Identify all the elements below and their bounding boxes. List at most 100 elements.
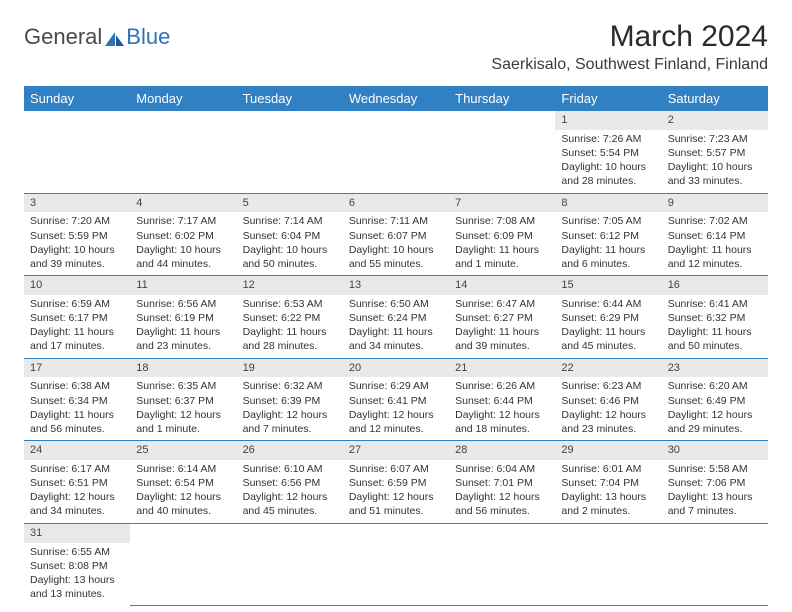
day-content-cell: Sunrise: 7:20 AMSunset: 5:59 PMDaylight:… (24, 212, 130, 275)
day-content-cell: Sunrise: 6:38 AMSunset: 6:34 PMDaylight:… (24, 377, 130, 440)
sunrise-line: Sunrise: 6:50 AM (349, 297, 443, 311)
day-number-cell: 20 (343, 358, 449, 377)
weekday-header: Friday (555, 86, 661, 111)
day-content-cell (449, 543, 555, 606)
day-content-cell: Sunrise: 6:23 AMSunset: 6:46 PMDaylight:… (555, 377, 661, 440)
day-content-cell: Sunrise: 6:44 AMSunset: 6:29 PMDaylight:… (555, 295, 661, 358)
day-number-cell: 22 (555, 358, 661, 377)
day-content-cell: Sunrise: 7:11 AMSunset: 6:07 PMDaylight:… (343, 212, 449, 275)
sunset-line: Sunset: 6:54 PM (136, 476, 230, 490)
day-number-row: 24252627282930 (24, 441, 768, 460)
daylight-line: Daylight: 12 hours and 56 minutes. (455, 490, 549, 518)
day-number-cell: 30 (662, 441, 768, 460)
day-content-cell: Sunrise: 6:26 AMSunset: 6:44 PMDaylight:… (449, 377, 555, 440)
day-number-cell: 1 (555, 111, 661, 130)
day-content-cell (555, 543, 661, 606)
location: Saerkisalo, Southwest Finland, Finland (491, 56, 768, 74)
sunset-line: Sunset: 6:27 PM (455, 311, 549, 325)
weekday-header: Monday (130, 86, 236, 111)
daylight-line: Daylight: 12 hours and 1 minute. (136, 408, 230, 436)
day-content-row: Sunrise: 6:59 AMSunset: 6:17 PMDaylight:… (24, 295, 768, 358)
sunset-line: Sunset: 6:22 PM (243, 311, 337, 325)
day-number-cell: 18 (130, 358, 236, 377)
day-content-cell: Sunrise: 6:29 AMSunset: 6:41 PMDaylight:… (343, 377, 449, 440)
daylight-line: Daylight: 10 hours and 28 minutes. (561, 160, 655, 188)
sunset-line: Sunset: 5:54 PM (561, 146, 655, 160)
day-content-row: Sunrise: 6:38 AMSunset: 6:34 PMDaylight:… (24, 377, 768, 440)
day-content-cell: Sunrise: 7:08 AMSunset: 6:09 PMDaylight:… (449, 212, 555, 275)
day-number-cell: 6 (343, 193, 449, 212)
daylight-line: Daylight: 12 hours and 40 minutes. (136, 490, 230, 518)
sunset-line: Sunset: 6:39 PM (243, 394, 337, 408)
day-content-cell: Sunrise: 6:10 AMSunset: 6:56 PMDaylight:… (237, 460, 343, 523)
day-number-cell: 15 (555, 276, 661, 295)
day-number-cell: 8 (555, 193, 661, 212)
day-content-cell: Sunrise: 6:41 AMSunset: 6:32 PMDaylight:… (662, 295, 768, 358)
day-content-cell: Sunrise: 7:26 AMSunset: 5:54 PMDaylight:… (555, 130, 661, 193)
day-content-cell: Sunrise: 6:01 AMSunset: 7:04 PMDaylight:… (555, 460, 661, 523)
day-content-cell: Sunrise: 5:58 AMSunset: 7:06 PMDaylight:… (662, 460, 768, 523)
daylight-line: Daylight: 11 hours and 39 minutes. (455, 325, 549, 353)
sunrise-line: Sunrise: 6:56 AM (136, 297, 230, 311)
day-content-cell (449, 130, 555, 193)
day-content-cell: Sunrise: 6:47 AMSunset: 6:27 PMDaylight:… (449, 295, 555, 358)
day-number-cell: 31 (24, 523, 130, 542)
sunrise-line: Sunrise: 7:08 AM (455, 214, 549, 228)
day-content-row: Sunrise: 7:26 AMSunset: 5:54 PMDaylight:… (24, 130, 768, 193)
day-number-cell: 27 (343, 441, 449, 460)
sunrise-line: Sunrise: 7:23 AM (668, 132, 762, 146)
day-number-cell: 16 (662, 276, 768, 295)
sunrise-line: Sunrise: 6:38 AM (30, 379, 124, 393)
weekday-header: Wednesday (343, 86, 449, 111)
sunrise-line: Sunrise: 6:26 AM (455, 379, 549, 393)
sunrise-line: Sunrise: 6:32 AM (243, 379, 337, 393)
day-number-cell (343, 523, 449, 542)
day-content-row: Sunrise: 7:20 AMSunset: 5:59 PMDaylight:… (24, 212, 768, 275)
day-number-cell: 2 (662, 111, 768, 130)
day-number-cell: 11 (130, 276, 236, 295)
day-number-cell: 25 (130, 441, 236, 460)
sunrise-line: Sunrise: 6:10 AM (243, 462, 337, 476)
day-number-cell: 26 (237, 441, 343, 460)
daylight-line: Daylight: 11 hours and 12 minutes. (668, 243, 762, 271)
sunset-line: Sunset: 6:56 PM (243, 476, 337, 490)
weekday-header-row: SundayMondayTuesdayWednesdayThursdayFrid… (24, 86, 768, 111)
daylight-line: Daylight: 11 hours and 45 minutes. (561, 325, 655, 353)
sunset-line: Sunset: 6:49 PM (668, 394, 762, 408)
day-number-cell: 4 (130, 193, 236, 212)
sunrise-line: Sunrise: 6:14 AM (136, 462, 230, 476)
sunset-line: Sunset: 5:57 PM (668, 146, 762, 160)
sunrise-line: Sunrise: 7:14 AM (243, 214, 337, 228)
daylight-line: Daylight: 12 hours and 34 minutes. (30, 490, 124, 518)
sunset-line: Sunset: 6:12 PM (561, 229, 655, 243)
sunset-line: Sunset: 6:29 PM (561, 311, 655, 325)
sunset-line: Sunset: 8:08 PM (30, 559, 124, 573)
daylight-line: Daylight: 12 hours and 18 minutes. (455, 408, 549, 436)
day-number-cell: 14 (449, 276, 555, 295)
day-content-cell: Sunrise: 7:17 AMSunset: 6:02 PMDaylight:… (130, 212, 236, 275)
daylight-line: Daylight: 12 hours and 45 minutes. (243, 490, 337, 518)
day-number-cell (343, 111, 449, 130)
day-number-row: 12 (24, 111, 768, 130)
sunset-line: Sunset: 6:44 PM (455, 394, 549, 408)
day-number-cell: 13 (343, 276, 449, 295)
day-number-row: 3456789 (24, 193, 768, 212)
day-number-row: 17181920212223 (24, 358, 768, 377)
sunrise-line: Sunrise: 6:04 AM (455, 462, 549, 476)
day-number-cell (555, 523, 661, 542)
sunset-line: Sunset: 6:04 PM (243, 229, 337, 243)
day-content-cell: Sunrise: 7:14 AMSunset: 6:04 PMDaylight:… (237, 212, 343, 275)
sunset-line: Sunset: 7:04 PM (561, 476, 655, 490)
sunset-line: Sunset: 6:14 PM (668, 229, 762, 243)
sunrise-line: Sunrise: 6:53 AM (243, 297, 337, 311)
sunset-line: Sunset: 6:09 PM (455, 229, 549, 243)
day-content-cell (343, 130, 449, 193)
sunset-line: Sunset: 6:37 PM (136, 394, 230, 408)
daylight-line: Daylight: 12 hours and 29 minutes. (668, 408, 762, 436)
day-content-cell: Sunrise: 6:07 AMSunset: 6:59 PMDaylight:… (343, 460, 449, 523)
sunset-line: Sunset: 6:07 PM (349, 229, 443, 243)
day-number-cell: 7 (449, 193, 555, 212)
daylight-line: Daylight: 12 hours and 12 minutes. (349, 408, 443, 436)
sunset-line: Sunset: 6:32 PM (668, 311, 762, 325)
sunset-line: Sunset: 6:19 PM (136, 311, 230, 325)
